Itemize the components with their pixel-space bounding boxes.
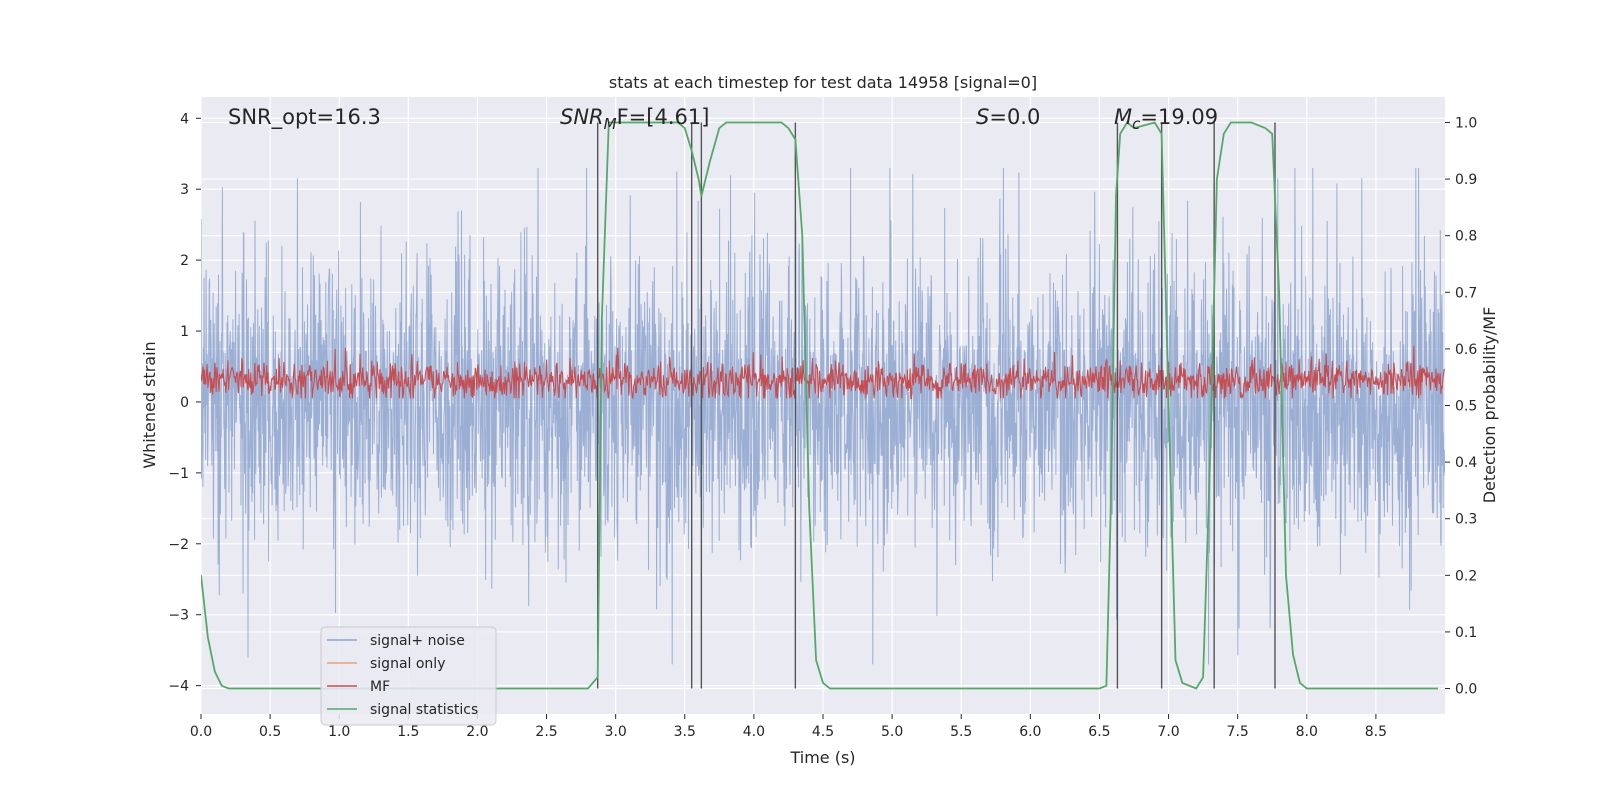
x-tick-label: 0.5 xyxy=(259,724,281,740)
annotation-snr-mf-symbol: SNR xyxy=(560,105,604,129)
legend-label-signal-statistics: signal statistics xyxy=(370,702,478,718)
signal-statistics-series xyxy=(201,121,1439,690)
y2-tick-label: 0.3 xyxy=(1455,512,1477,528)
y-tick-label: 3 xyxy=(180,182,189,198)
x-tick-label: 1.0 xyxy=(328,724,350,740)
x-tick-label: 6.5 xyxy=(1088,724,1110,740)
legend-box xyxy=(320,626,497,726)
noise-series xyxy=(201,167,1445,665)
y-tick-label: −1 xyxy=(168,466,189,482)
legend-label-signal-only: signal only xyxy=(370,656,445,672)
annotation-snr-mf-value: F=[4.61] xyxy=(617,105,710,129)
mf-trace xyxy=(201,345,1445,400)
x-tick-label: 3.5 xyxy=(674,724,696,740)
y2-tick-label: 0.6 xyxy=(1455,342,1477,358)
x-tick-label: 4.5 xyxy=(812,724,834,740)
annotation-snr-opt: SNR_opt=16.3 xyxy=(228,105,381,130)
y2-tick-label: 0.2 xyxy=(1455,568,1477,584)
y-tick-label: 0 xyxy=(180,395,189,411)
x-tick-label: 8.5 xyxy=(1365,724,1387,740)
annotation-s: S=0.0 xyxy=(976,105,1040,129)
x-tick-label: 1.5 xyxy=(397,724,419,740)
x-tick-label: 8.0 xyxy=(1296,724,1318,740)
signal-statistics-line xyxy=(201,121,1439,690)
annotation-snr-mf: SNRMF=[4.61] xyxy=(560,105,709,133)
mf-series xyxy=(201,345,1445,400)
x-tick-label: 0.0 xyxy=(190,724,212,740)
y-axis-label: Whitened strain xyxy=(140,341,159,468)
y-tick-label: 2 xyxy=(180,253,189,269)
x-tick-label: 3.0 xyxy=(605,724,627,740)
y-tick-label: 4 xyxy=(180,111,189,127)
annotation-mc-subscript: c xyxy=(1132,115,1141,133)
noise-trace xyxy=(201,167,1445,665)
x-tick-label: 4.0 xyxy=(743,724,765,740)
y2-tick-label: 0.7 xyxy=(1455,285,1477,301)
y-tick-label: −4 xyxy=(168,679,189,695)
annotation-s-symbol: S xyxy=(976,105,989,129)
annotation-s-value: =0.0 xyxy=(989,105,1040,129)
x-axis-label: Time (s) xyxy=(789,748,855,767)
y-tick-label: 1 xyxy=(180,324,189,340)
annotation-mc-value: =19.09 xyxy=(1140,105,1218,129)
legend-label-noise: signal+ noise xyxy=(370,633,465,649)
y2-tick-label: 1.0 xyxy=(1455,115,1477,131)
x-tick-label: 7.5 xyxy=(1227,724,1249,740)
x-tick-label: 7.0 xyxy=(1157,724,1179,740)
x-tick-label: 5.0 xyxy=(881,724,903,740)
x-tick-label: 6.0 xyxy=(1019,724,1041,740)
legend: signal+ noise signal only MF signal stat… xyxy=(320,626,497,726)
x-ticks: 0.0 0.5 1.0 1.5 2.0 2.5 3.0 3.5 4.0 4.5 5.0 5.5 6.0 6… xyxy=(190,714,1387,740)
y2-axis-label: Detection probability/MF xyxy=(1480,307,1499,504)
y2-tick-label: 0.4 xyxy=(1455,455,1477,471)
y2-ticks: 0.0 0.1 0.2 0.3 0.4 0.5 0.6 0.7 0.8 0.9 1.0 xyxy=(1445,115,1477,698)
vertical-markers xyxy=(596,122,1276,689)
y-tick-label: −2 xyxy=(168,537,189,553)
annotation-mc: Mc=19.09 xyxy=(1114,105,1218,133)
annotation-mc-symbol: M xyxy=(1114,105,1132,129)
chart-title: stats at each timestep for test data 149… xyxy=(609,73,1037,92)
x-tick-label: 5.5 xyxy=(950,724,972,740)
y2-tick-label: 0.5 xyxy=(1455,399,1477,415)
x-tick-label: 2.0 xyxy=(466,724,488,740)
y-tick-label: −3 xyxy=(168,608,189,624)
y2-tick-label: 0.9 xyxy=(1455,172,1477,188)
annotation-snr-mf-subscript: M xyxy=(604,115,617,133)
y-ticks: −4 −3 −2 −1 0 1 2 3 4 xyxy=(168,111,201,695)
legend-label-mf: MF xyxy=(370,679,390,695)
y2-tick-label: 0.0 xyxy=(1455,682,1477,698)
y2-tick-label: 0.1 xyxy=(1455,625,1477,641)
x-tick-label: 2.5 xyxy=(535,724,557,740)
y2-tick-label: 0.8 xyxy=(1455,229,1477,245)
